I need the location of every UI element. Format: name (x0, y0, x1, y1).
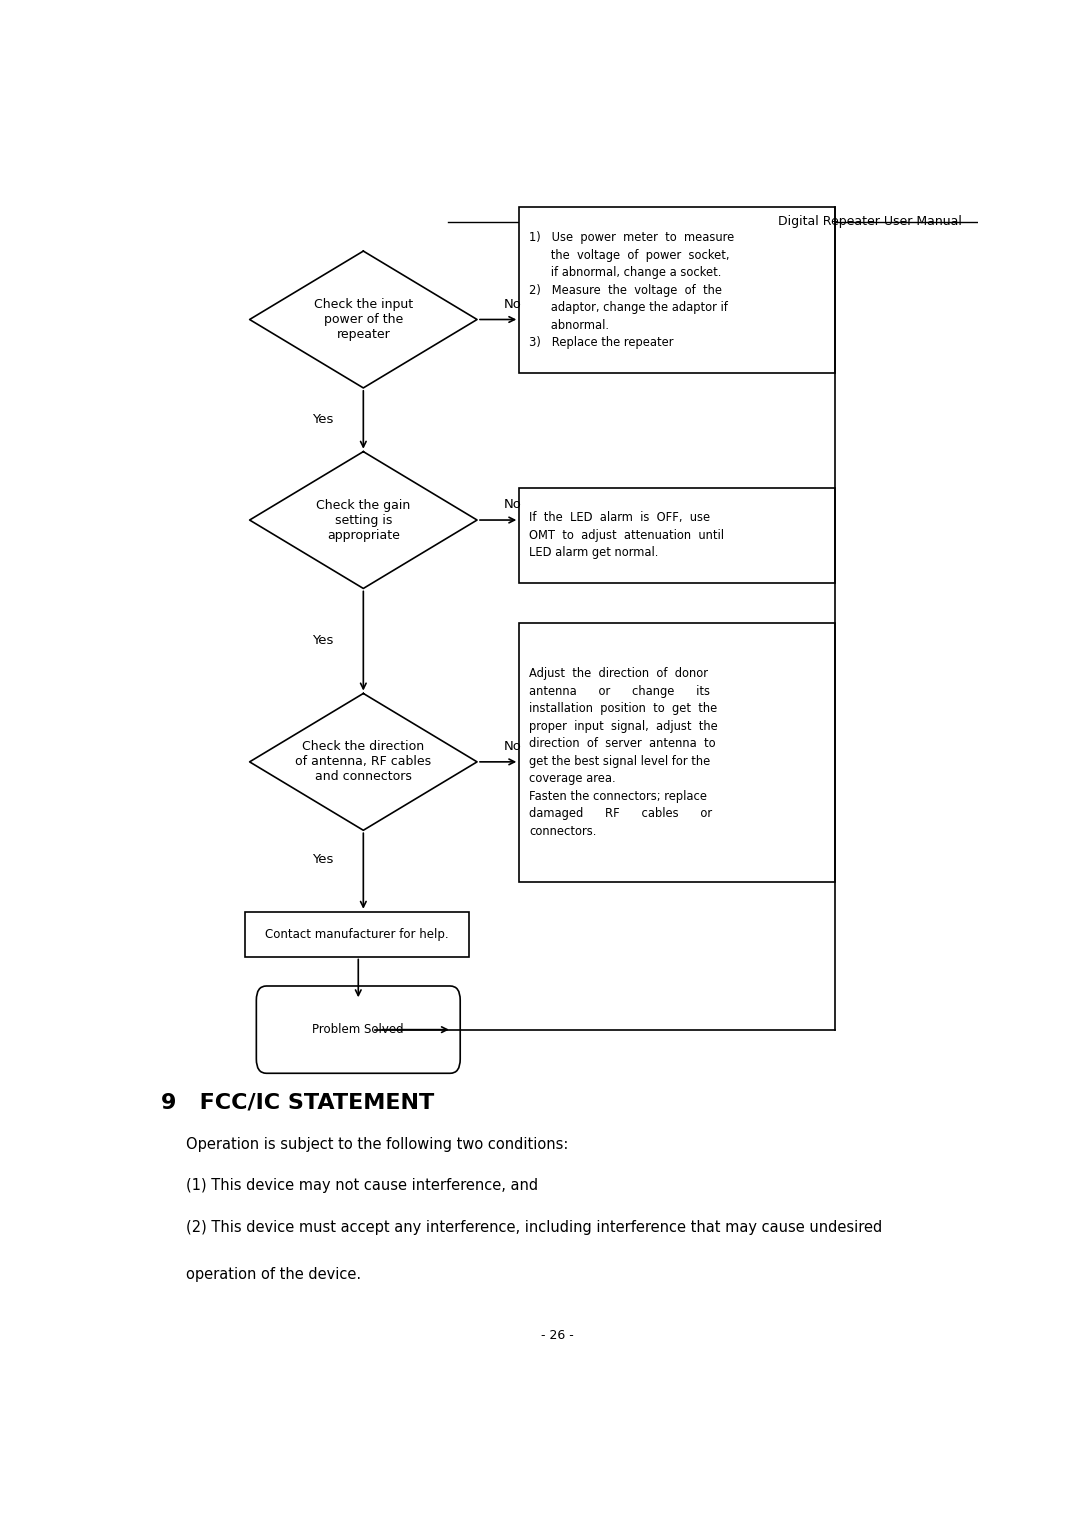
Text: No: No (503, 498, 522, 512)
Text: 1)   Use  power  meter  to  measure
      the  voltage  of  power  socket,
     : 1) Use power meter to measure the voltag… (529, 231, 735, 349)
Bar (246, 912, 468, 956)
Bar (520, 489, 835, 582)
Bar (520, 207, 835, 372)
Text: Contact manufacturer for help.: Contact manufacturer for help. (265, 927, 449, 941)
Text: Yes: Yes (312, 853, 334, 866)
Text: Adjust  the  direction  of  donor
antenna      or      change      its
installat: Adjust the direction of donor antenna or… (529, 666, 719, 838)
Text: Check the gain
setting is
appropriate: Check the gain setting is appropriate (316, 498, 411, 541)
Text: No: No (503, 297, 522, 311)
Text: (2) This device must accept any interference, including interference that may ca: (2) This device must accept any interfer… (187, 1219, 883, 1235)
Text: Digital Repeater User Manual: Digital Repeater User Manual (777, 214, 961, 228)
Text: Yes: Yes (312, 414, 334, 426)
Text: Check the direction
of antenna, RF cables
and connectors: Check the direction of antenna, RF cable… (296, 740, 432, 783)
FancyBboxPatch shape (257, 987, 460, 1074)
Text: If  the  LED  alarm  is  OFF,  use
OMT  to  adjust  attenuation  until
LED alarm: If the LED alarm is OFF, use OMT to adju… (529, 512, 724, 559)
Text: 9   FCC/IC STATEMENT: 9 FCC/IC STATEMENT (161, 1092, 435, 1112)
Text: No: No (503, 740, 522, 754)
Bar (520, 622, 835, 882)
Text: Check the input
power of the
repeater: Check the input power of the repeater (314, 299, 413, 342)
Text: Operation is subject to the following two conditions:: Operation is subject to the following tw… (187, 1137, 569, 1152)
Text: - 26 -: - 26 - (540, 1330, 574, 1342)
Text: Yes: Yes (312, 634, 334, 648)
Text: (1) This device may not cause interference, and: (1) This device may not cause interferen… (187, 1178, 538, 1193)
Text: Problem Solved: Problem Solved (312, 1023, 404, 1036)
Text: operation of the device.: operation of the device. (187, 1267, 362, 1282)
